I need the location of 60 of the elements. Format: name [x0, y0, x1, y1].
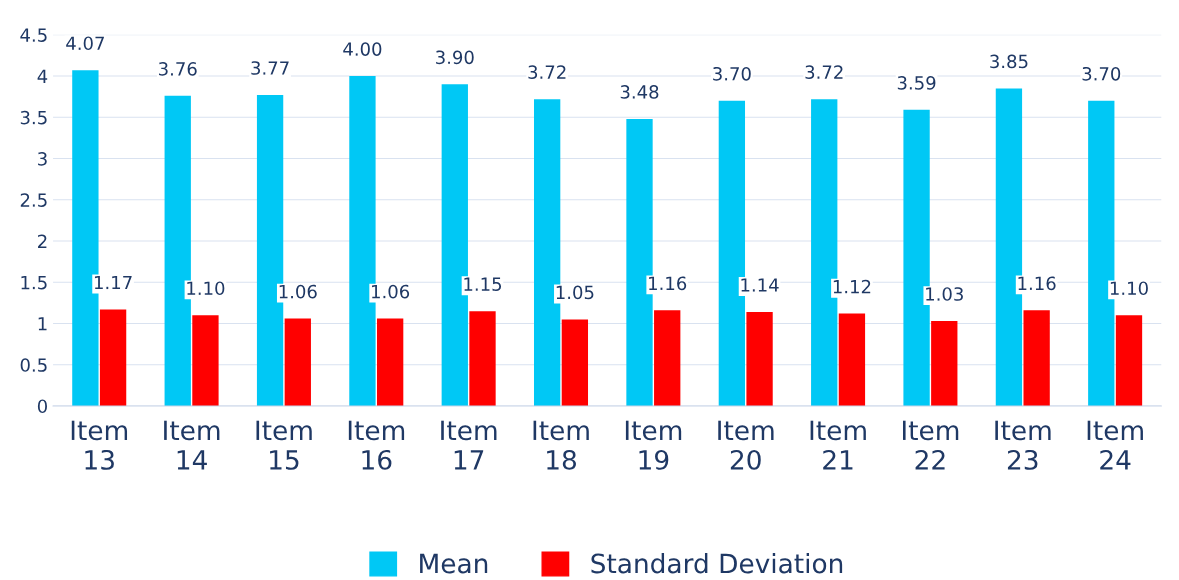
data-label: 3.72	[528, 65, 566, 79]
x-tick-label: Item 16	[348, 420, 405, 470]
x-tick-label: Item 13	[71, 420, 128, 470]
data-label: 3.70	[1082, 66, 1121, 81]
data-label: 1.06	[372, 284, 410, 299]
bar	[931, 321, 958, 406]
x-tick-label: Item 14	[164, 420, 220, 470]
data-label: 3.59	[897, 76, 936, 90]
x-tick-label: Item 18	[533, 420, 589, 470]
x-tick-label: Item 19	[625, 420, 682, 470]
data-label: 1.17	[94, 275, 132, 290]
data-label: 1.10	[1110, 281, 1148, 296]
data-label: 3.77	[251, 61, 289, 75]
data-label: 1.12	[833, 279, 871, 294]
data-label: 3.48	[620, 85, 659, 99]
y-tick-label: 3.5	[20, 110, 47, 125]
x-tick-label: Item 17	[441, 420, 497, 470]
y-tick-label: 1.5	[21, 275, 47, 290]
x-tick-label: Item 21	[810, 420, 866, 470]
y-tick-label: 4.5	[20, 28, 47, 42]
bar	[284, 318, 311, 406]
bar	[838, 313, 866, 406]
bar	[1115, 315, 1143, 406]
legend-label: Standard Deviation	[591, 553, 843, 574]
bar	[746, 311, 773, 406]
bar	[99, 309, 127, 406]
bar	[561, 319, 589, 406]
data-label: 4.00	[343, 42, 382, 56]
legend-label: Mean	[420, 553, 488, 574]
data-label: 1.14	[741, 278, 779, 292]
bar	[654, 310, 681, 406]
data-label: 1.03	[926, 287, 963, 301]
x-tick-label: Item 20	[718, 420, 774, 470]
y-tick-label: 3	[38, 151, 47, 166]
bar	[1023, 310, 1050, 406]
x-tick-label: Item 15	[256, 420, 312, 470]
data-label: 3.85	[990, 54, 1028, 69]
y-tick-label: 2.5	[20, 193, 47, 207]
y-tick-label: 4	[37, 69, 48, 83]
x-tick-label: Item 24	[1087, 420, 1143, 470]
data-label: 1.15	[464, 277, 502, 291]
data-label: 1.05	[556, 285, 594, 300]
data-label: 1.10	[187, 281, 225, 296]
data-label: 4.07	[66, 36, 104, 51]
y-tick-label: 0	[37, 399, 47, 414]
x-tick-label: Item 22	[902, 420, 959, 470]
data-label: 3.90	[436, 50, 474, 65]
data-label: 1.16	[649, 276, 687, 291]
data-label: 3.70	[713, 66, 751, 81]
x-tick-label: Item 23	[995, 420, 1051, 470]
data-label: 3.76	[159, 62, 197, 76]
y-tick-label: 1	[38, 317, 47, 331]
bar	[469, 311, 496, 406]
bar	[376, 318, 404, 406]
data-label: 1.06	[279, 284, 317, 299]
y-tick-label: 0.5	[20, 358, 47, 372]
bar	[192, 315, 219, 406]
data-label: 1.16	[1018, 276, 1056, 291]
data-label: 3.72	[805, 65, 843, 79]
y-tick-label: 2	[38, 234, 47, 248]
